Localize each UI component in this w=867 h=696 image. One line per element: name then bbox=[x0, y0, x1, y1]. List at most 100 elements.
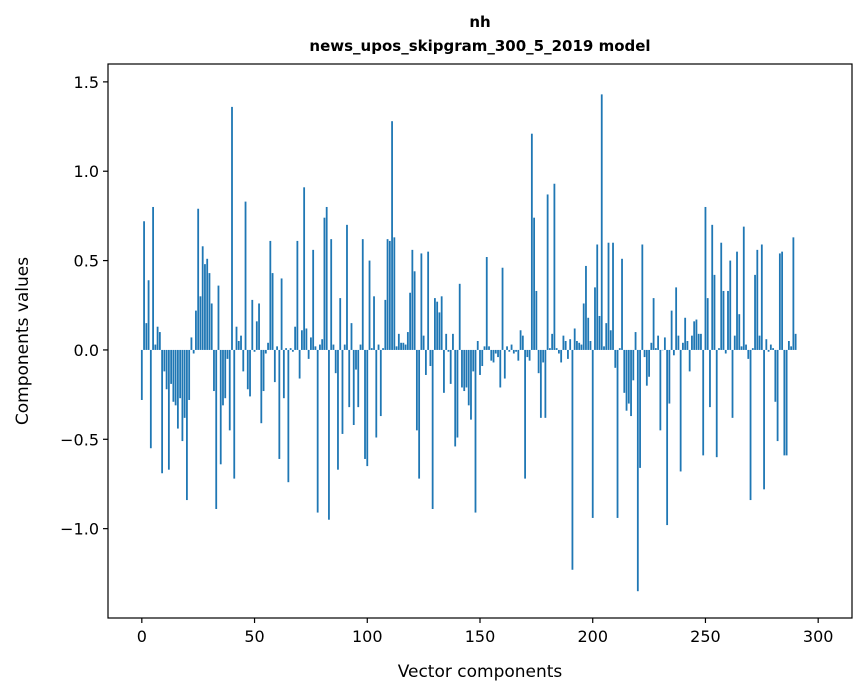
bar-13 bbox=[170, 349, 173, 384]
bar-186 bbox=[560, 349, 563, 363]
bar-190 bbox=[569, 339, 572, 350]
x-tick-label: 250 bbox=[690, 627, 721, 646]
bar-132 bbox=[438, 312, 441, 350]
bar-200 bbox=[591, 349, 594, 518]
bar-90 bbox=[343, 344, 346, 350]
bar-250 bbox=[704, 206, 707, 350]
bar-107 bbox=[382, 348, 384, 350]
chart-title-line1: nh bbox=[469, 13, 490, 31]
bar-118 bbox=[406, 332, 409, 350]
bar-33 bbox=[215, 349, 218, 509]
bar-23 bbox=[192, 349, 195, 354]
bar-95 bbox=[355, 349, 357, 370]
bar-79 bbox=[319, 344, 321, 350]
bar-189 bbox=[567, 349, 569, 359]
bar-260 bbox=[727, 290, 729, 350]
bar-272 bbox=[754, 274, 756, 350]
bar-19 bbox=[183, 349, 186, 418]
bar-91 bbox=[346, 224, 348, 350]
bar-251 bbox=[706, 298, 709, 350]
bar-140 bbox=[456, 349, 459, 438]
bar-81 bbox=[323, 217, 326, 350]
bar-20 bbox=[186, 349, 188, 501]
bar-47 bbox=[246, 349, 249, 390]
bar-136 bbox=[447, 349, 450, 352]
bar-254 bbox=[713, 274, 716, 350]
bar-184 bbox=[555, 348, 558, 350]
bar-255 bbox=[715, 349, 718, 458]
y-tick-label: 0.5 bbox=[74, 252, 99, 271]
bar-258 bbox=[722, 290, 725, 350]
bar-117 bbox=[404, 344, 407, 350]
bar-101 bbox=[368, 260, 371, 350]
bar-113 bbox=[395, 346, 398, 350]
bar-32 bbox=[213, 349, 215, 392]
bar-172 bbox=[528, 349, 531, 361]
bar-14 bbox=[172, 349, 175, 402]
bar-278 bbox=[767, 349, 770, 352]
bar-266 bbox=[740, 346, 743, 350]
bar-130 bbox=[434, 298, 436, 350]
bar-25 bbox=[197, 208, 200, 350]
bar-197 bbox=[585, 265, 587, 350]
bar-66 bbox=[289, 348, 292, 350]
bar-145 bbox=[467, 349, 470, 406]
bar-102 bbox=[370, 348, 373, 350]
bar-125 bbox=[422, 335, 425, 350]
bar-97 bbox=[359, 344, 362, 350]
bar-131 bbox=[436, 301, 439, 350]
bar-53 bbox=[260, 349, 263, 424]
bar-153 bbox=[485, 257, 488, 350]
x-axis-label: Vector components bbox=[398, 662, 563, 682]
bar-290 bbox=[794, 333, 797, 350]
bar-158 bbox=[497, 349, 499, 358]
bar-104 bbox=[375, 349, 378, 438]
bar-49 bbox=[251, 299, 254, 350]
bar-156 bbox=[492, 349, 495, 363]
bar-127 bbox=[427, 251, 430, 350]
bar-287 bbox=[787, 341, 790, 350]
bar-182 bbox=[551, 333, 554, 350]
bar-82 bbox=[325, 206, 328, 350]
bar-111 bbox=[391, 121, 393, 350]
bar-110 bbox=[388, 240, 391, 350]
bar-56 bbox=[267, 342, 269, 350]
bar-179 bbox=[544, 349, 547, 418]
bar-59 bbox=[273, 349, 276, 383]
bar-265 bbox=[738, 314, 741, 350]
bar-86 bbox=[334, 349, 337, 374]
bar-58 bbox=[271, 273, 274, 350]
bar-275 bbox=[760, 244, 763, 350]
bar-40 bbox=[231, 106, 233, 350]
bar-202 bbox=[596, 244, 599, 350]
bar-191 bbox=[571, 349, 574, 570]
bar-150 bbox=[479, 349, 481, 375]
bar-277 bbox=[765, 339, 768, 350]
y-tick-label: 0.0 bbox=[74, 341, 99, 360]
bar-38 bbox=[226, 349, 229, 359]
bar-226 bbox=[650, 342, 653, 350]
bar-44 bbox=[240, 335, 242, 350]
bar-242 bbox=[686, 341, 689, 350]
bar-157 bbox=[494, 349, 497, 354]
bar-60 bbox=[276, 346, 278, 350]
bar-276 bbox=[763, 349, 765, 490]
bar-72 bbox=[303, 187, 306, 350]
bar-161 bbox=[503, 349, 506, 379]
bar-5 bbox=[152, 206, 154, 350]
bar-143 bbox=[463, 349, 466, 392]
x-tick-label: 300 bbox=[803, 627, 834, 646]
bar-267 bbox=[742, 226, 745, 350]
bar-52 bbox=[258, 303, 260, 350]
chart-title-line2: news_upos_skipgram_300_5_2019 model bbox=[309, 37, 650, 55]
bar-155 bbox=[490, 349, 493, 361]
bar-152 bbox=[483, 346, 486, 350]
bar-122 bbox=[415, 349, 418, 431]
bar-168 bbox=[519, 330, 522, 350]
bar-124 bbox=[420, 253, 423, 350]
bar-223 bbox=[643, 349, 646, 358]
y-tick-label: 1.0 bbox=[74, 162, 99, 181]
bar-224 bbox=[645, 349, 648, 386]
bar-235 bbox=[670, 310, 673, 350]
bar-279 bbox=[769, 344, 772, 350]
